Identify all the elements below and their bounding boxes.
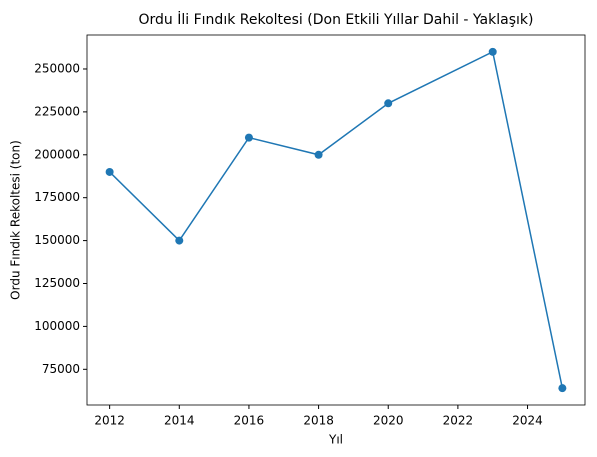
marker	[244, 133, 253, 142]
x-tick-label: 2022	[443, 414, 474, 428]
y-tick-label: 125000	[34, 276, 80, 290]
marker	[105, 167, 114, 176]
marker	[558, 384, 567, 393]
y-tick-label: 225000	[34, 104, 80, 118]
y-tick-label: 100000	[34, 319, 80, 333]
y-tick-label: 150000	[34, 233, 80, 247]
marker	[175, 236, 184, 245]
x-tick-label: 2012	[94, 414, 125, 428]
y-tick-label: 75000	[42, 362, 80, 376]
marker	[488, 47, 497, 56]
marker	[384, 99, 393, 108]
marker	[314, 150, 323, 159]
y-tick-label: 250000	[34, 61, 80, 75]
chart-title: Ordu İli Fındık Rekoltesi (Don Etkili Yı…	[139, 10, 534, 28]
x-tick-label: 2014	[164, 414, 195, 428]
x-tick-label: 2020	[373, 414, 404, 428]
line	[109, 50, 564, 389]
x-axis-label: Yıl	[328, 433, 343, 447]
x-tick-label: 2016	[234, 414, 265, 428]
x-tick-label: 2024	[512, 414, 543, 428]
y-tick-label: 200000	[34, 147, 80, 161]
plot-frame	[86, 34, 586, 406]
y-axis-label: Ordu Fındık Rekoltesi (ton)	[9, 140, 23, 300]
y-tick-label: 175000	[34, 190, 80, 204]
x-tick-label: 2018	[303, 414, 334, 428]
